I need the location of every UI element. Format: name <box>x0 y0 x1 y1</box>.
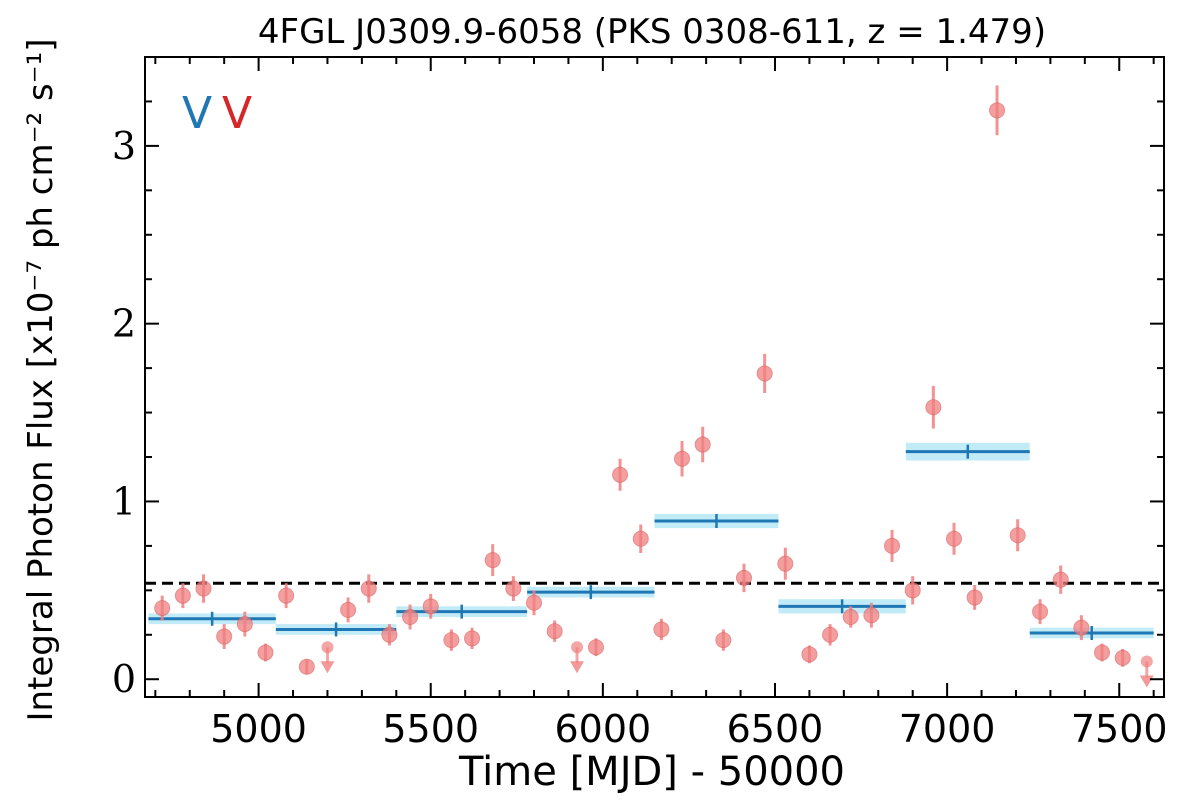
x-axis-label: Time [MJD] - 50000 <box>458 749 845 795</box>
flux-point <box>278 587 295 604</box>
flux-point <box>257 644 274 661</box>
flux-point <box>1073 619 1090 636</box>
upper-limit-arrow <box>320 661 335 674</box>
flux-point <box>216 628 233 645</box>
flux-point <box>298 658 315 675</box>
y-tick-label: 2 <box>112 302 136 346</box>
flux-point <box>1052 571 1069 588</box>
flux-point <box>1114 649 1131 666</box>
flux-point <box>736 569 753 586</box>
flux-point <box>674 450 691 467</box>
x-tick-label: 7500 <box>1071 707 1168 751</box>
flux-point <box>884 537 901 554</box>
flux-point <box>756 365 773 382</box>
legend-marker: V <box>182 88 212 139</box>
plot-frame <box>144 56 1165 698</box>
flux-point <box>526 594 543 611</box>
y-tick-label: 3 <box>112 124 136 168</box>
legend-marker: V <box>222 88 252 139</box>
x-tick-label: 7000 <box>899 707 996 751</box>
flux-point <box>1009 527 1026 544</box>
flux-point <box>402 609 419 625</box>
y-tick-label: 1 <box>112 479 136 523</box>
flux-point <box>1032 603 1049 620</box>
flux-point <box>863 607 880 624</box>
flux-point <box>966 589 983 606</box>
flux-point <box>381 626 398 643</box>
flux-point <box>587 639 604 656</box>
flux-point <box>546 623 563 640</box>
flux-point <box>632 530 649 547</box>
flux-point <box>195 580 212 597</box>
x-tick-label: 6000 <box>555 707 652 751</box>
chart-title: 4FGL J0309.9-6058 (PKS 0308-611, z = 1.4… <box>258 12 1046 52</box>
plot-area: V V 5000 5500 6000 6500 7000 7500 0 1 2 3 <box>112 56 1168 751</box>
flux-point <box>505 580 522 597</box>
flux-point <box>904 582 921 599</box>
flux-point <box>694 436 711 453</box>
flux-point <box>715 632 732 649</box>
flux-point <box>464 630 481 647</box>
flux-point <box>653 621 670 638</box>
flux-point <box>989 102 1006 119</box>
x-tick-label: 6500 <box>727 707 824 751</box>
upper-limit-arrow <box>1139 675 1154 688</box>
upper-limit-arrow <box>570 661 585 674</box>
x-tick-label: 5500 <box>382 707 479 751</box>
flux-point <box>612 466 629 483</box>
flux-point <box>925 399 942 416</box>
flux-point <box>801 646 818 663</box>
flux-point <box>174 587 191 604</box>
flux-point <box>822 626 839 643</box>
flux-point <box>154 600 171 617</box>
y-tick-label: 0 <box>112 657 136 701</box>
x-tick-label: 5000 <box>210 707 307 751</box>
flux-point <box>1094 644 1111 661</box>
y-axis-label: Integral Photon Flux [x10⁻⁷ ph cm⁻² s⁻¹] <box>21 38 61 721</box>
flux-point <box>236 616 253 633</box>
flux-point <box>484 552 501 569</box>
flux-point <box>777 555 794 572</box>
flux-point <box>360 580 377 597</box>
flux-point <box>443 632 460 649</box>
flux-point <box>340 601 357 618</box>
flux-point <box>842 609 859 625</box>
flux-point <box>946 530 963 547</box>
flux-point <box>422 598 439 615</box>
